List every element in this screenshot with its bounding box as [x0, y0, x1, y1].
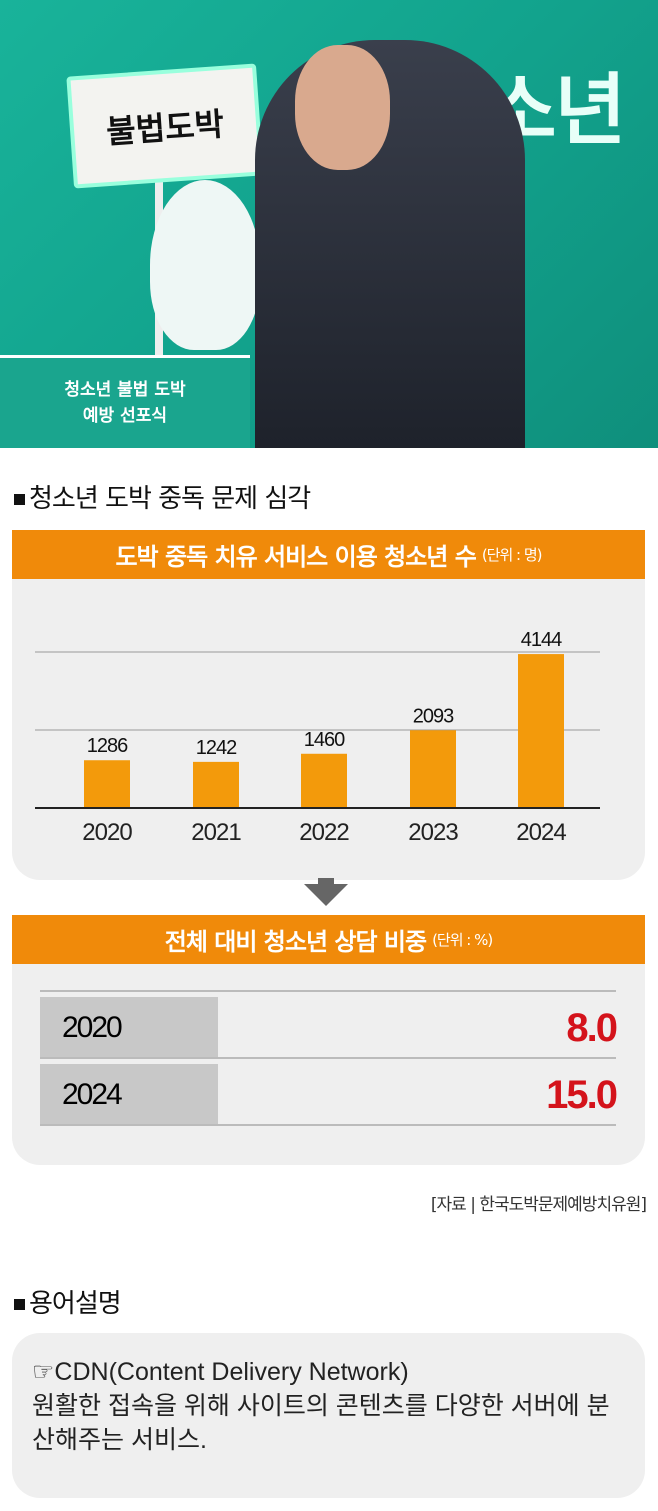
- glossary-definition: 원활한 접속을 위해 사이트의 콘텐츠를 다양한 서버에 분산해주는 서비스.: [32, 1392, 610, 1454]
- speaker-head: [295, 45, 390, 170]
- chart-header: 도박 중독 치유 서비스 이용 청소년 수 (단위 : 명): [12, 530, 645, 579]
- bar: [410, 730, 456, 808]
- x-tick-label: 2022: [299, 819, 349, 846]
- ratio-header: 전체 대비 청소년 상담 비중 (단위 : %): [12, 915, 645, 964]
- mascot: [150, 180, 260, 350]
- row-value: 15.0: [546, 1072, 618, 1117]
- data-label: 4144: [521, 629, 562, 651]
- data-label: 1460: [304, 729, 345, 751]
- bar: [193, 761, 239, 808]
- bar-chart: 1286 2020 1242 2021 1460 2022 2093 2023 4144 2024: [35, 629, 600, 846]
- bar: [301, 753, 347, 808]
- square-bullet-icon: [14, 1299, 25, 1310]
- x-tick-label: 2024: [516, 819, 566, 846]
- x-tick-label: 2020: [82, 819, 132, 846]
- ratio-panel: 전체 대비 청소년 상담 비중 (단위 : %) 2020 8.0 2024 15.0: [12, 915, 645, 1165]
- ratio-title: 전체 대비 청소년 상담 비중: [164, 928, 427, 956]
- data-label: 1286: [87, 735, 128, 757]
- data-label: 2093: [413, 705, 454, 727]
- divider: [40, 990, 616, 992]
- event-photo: 청소년 불법도박 청소년 불법 도박 예방 선포식: [0, 0, 658, 448]
- divider: [40, 1057, 616, 1059]
- row-year: 2024: [40, 1064, 218, 1126]
- glossary-term: ☞CDN(Content Delivery Network): [32, 1358, 409, 1386]
- sign: 불법도박: [66, 63, 264, 189]
- x-tick-label: 2023: [408, 819, 458, 846]
- chart-panel: 도박 중독 치유 서비스 이용 청소년 수 (단위 : 명) 1286 2020 12…: [12, 530, 645, 880]
- podium: 청소년 불법 도박 예방 선포식: [0, 355, 250, 448]
- section-title-text: 용어설명: [29, 1289, 122, 1319]
- chart-unit: (단위 : 명): [481, 546, 543, 564]
- down-arrow-icon: [304, 884, 348, 906]
- section-title-text: 청소년 도박 중독 문제 심각: [29, 484, 311, 514]
- row-value: 8.0: [566, 1005, 618, 1050]
- divider: [40, 1124, 616, 1126]
- glossary-box: ☞CDN(Content Delivery Network) 원활한 접속을 위…: [12, 1333, 645, 1498]
- table-row: 2024 15.0: [40, 1064, 618, 1126]
- table-row: 2020 8.0: [40, 997, 618, 1059]
- bar: [84, 760, 130, 808]
- x-tick-label: 2021: [191, 819, 241, 846]
- source-credit: [자료 | 한국도박문제예방치유원]: [430, 1195, 647, 1215]
- section-title: 청소년 도박 중독 문제 심각: [14, 478, 311, 515]
- arrow-stem: [318, 878, 334, 886]
- ratio-unit: (단위 : %): [432, 931, 493, 949]
- row-year: 2020: [40, 997, 218, 1059]
- data-label: 1242: [196, 737, 237, 759]
- square-bullet-icon: [14, 494, 25, 505]
- section-title: 용어설명: [14, 1283, 122, 1320]
- bar: [518, 654, 564, 808]
- chart-title: 도박 중독 치유 서비스 이용 청소년 수: [115, 543, 476, 571]
